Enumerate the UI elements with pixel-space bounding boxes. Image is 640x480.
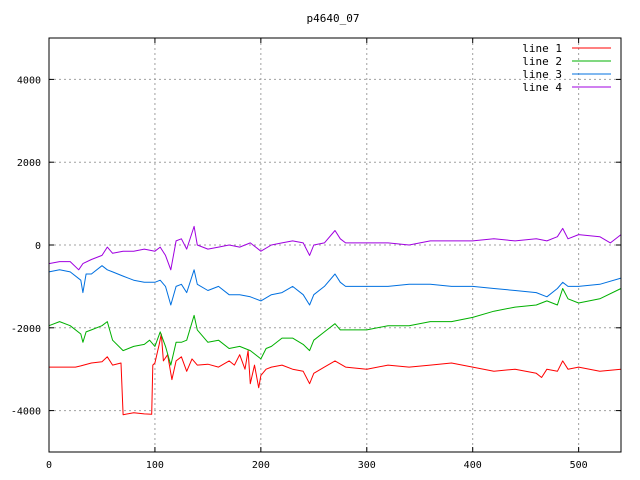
series-line-4 [48, 225, 622, 271]
x-tick-label: 200 [252, 460, 270, 471]
series-line-2 [48, 288, 622, 366]
y-tick-label: -4000 [11, 407, 41, 418]
series-line-1 [49, 333, 622, 416]
legend-label: line 4 [522, 81, 562, 94]
y-tick-label: -2000 [11, 324, 41, 335]
ticks: 0 100 200 300 400 500 -4000 -2000 0 2000 4000 [11, 38, 621, 471]
grid [49, 38, 621, 452]
legend-label: line 2 [522, 55, 562, 68]
series-layer [48, 225, 622, 416]
series-line-3 [48, 265, 622, 306]
x-tick-label: 400 [464, 460, 482, 471]
x-tick-label: 100 [146, 460, 164, 471]
y-tick-label: 0 [35, 241, 41, 252]
y-tick-label: 4000 [17, 75, 41, 86]
chart-title: p4640_07 [307, 12, 360, 25]
x-tick-label: 500 [570, 460, 588, 471]
y-tick-label: 2000 [17, 158, 41, 169]
legend-label: line 1 [522, 42, 562, 55]
x-tick-label: 0 [46, 460, 52, 471]
x-tick-label: 300 [358, 460, 376, 471]
legend-label: line 3 [522, 68, 562, 81]
